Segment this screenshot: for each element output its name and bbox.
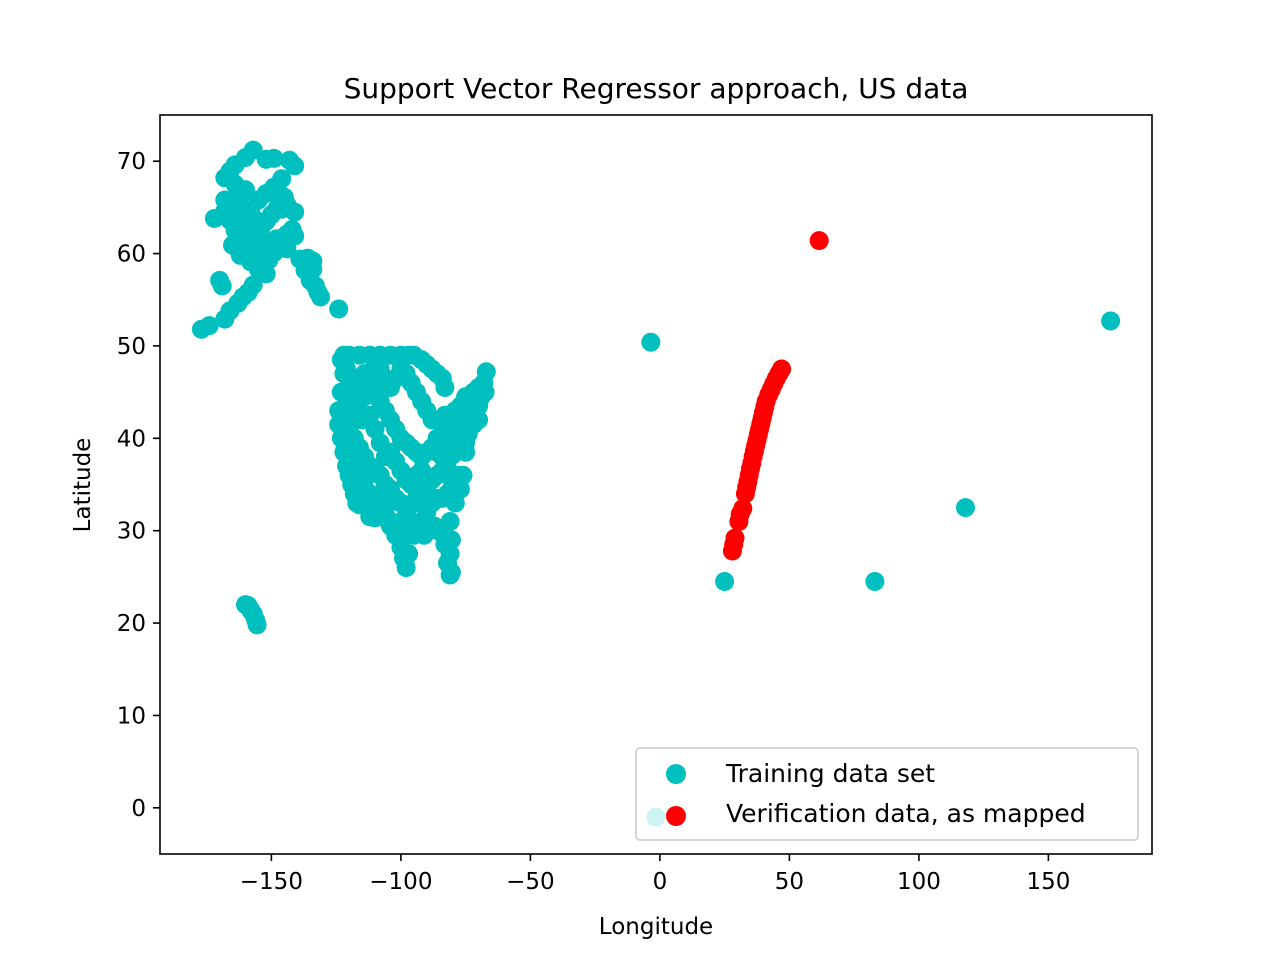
training-point [476, 362, 496, 382]
training-point [269, 238, 289, 258]
legend-marker-training [666, 764, 686, 784]
y-axis-label: Latitude [70, 438, 96, 533]
training-point [285, 156, 305, 176]
y-tick-label: 10 [117, 703, 146, 729]
y-tick-label: 50 [117, 334, 146, 360]
training-point [375, 498, 395, 518]
y-tick-label: 30 [117, 519, 146, 545]
chart-title: Support Vector Regressor approach, US da… [344, 72, 969, 105]
training-point [399, 544, 419, 564]
training-point [441, 530, 461, 550]
x-tick-label: −150 [240, 869, 303, 895]
verification-point [809, 231, 829, 251]
legend-box [635, 747, 1139, 841]
y-tick-label: 20 [117, 611, 146, 637]
training-point [448, 465, 468, 485]
training-point [311, 287, 331, 307]
training-point [243, 275, 263, 295]
training-point [212, 276, 232, 296]
verification-point [733, 499, 753, 518]
training-point [329, 299, 349, 319]
verification-point [725, 528, 745, 548]
x-axis-label: Longitude [599, 914, 713, 940]
training-point [339, 447, 359, 467]
training-point [412, 461, 432, 481]
x-axis-ticks: −150 −100 −50 0 50 100 150 [240, 854, 1070, 895]
training-point [303, 251, 323, 271]
training-point [223, 235, 242, 255]
training-point [440, 512, 460, 531]
training-point [220, 210, 240, 230]
verification-point [772, 359, 792, 379]
x-tick-label: −50 [506, 869, 555, 895]
training-point [365, 354, 385, 374]
x-tick-label: 50 [775, 869, 804, 895]
legend-label-training: Training data set [725, 759, 935, 788]
training-point [215, 190, 235, 210]
training-point [641, 332, 661, 352]
y-tick-label: 40 [117, 426, 146, 452]
training-point [1101, 311, 1121, 331]
training-point [236, 595, 255, 615]
y-tick-label: 60 [117, 242, 146, 268]
points-layer [191, 140, 1121, 827]
training-point [427, 442, 447, 462]
training-point [285, 226, 305, 246]
training-point [347, 396, 367, 416]
x-tick-label: 0 [653, 869, 668, 895]
training-point [199, 316, 219, 336]
training-point [463, 396, 483, 416]
training-point [441, 562, 461, 582]
y-axis-ticks: 0 10 20 30 40 50 60 70 [117, 149, 160, 822]
training-point [248, 227, 268, 247]
legend: Training data set Verification data, as … [635, 747, 1139, 841]
training-point [440, 544, 460, 564]
legend-label-verification: Verification data, as mapped [726, 799, 1086, 828]
plot-frame [159, 114, 1153, 855]
y-tick-label: 70 [117, 149, 146, 175]
training-point [715, 572, 735, 591]
training-point [956, 498, 975, 518]
training-point [337, 359, 356, 379]
x-tick-label: −100 [369, 869, 432, 895]
x-tick-label: 150 [1026, 869, 1070, 895]
legend-marker-verification [666, 806, 686, 826]
training-point [264, 148, 284, 168]
training-point [391, 512, 411, 531]
training-point [865, 572, 885, 591]
training-point [274, 187, 294, 207]
y-tick-label: 0 [131, 796, 146, 822]
training-point [225, 174, 245, 194]
x-tick-label: 100 [897, 869, 941, 895]
